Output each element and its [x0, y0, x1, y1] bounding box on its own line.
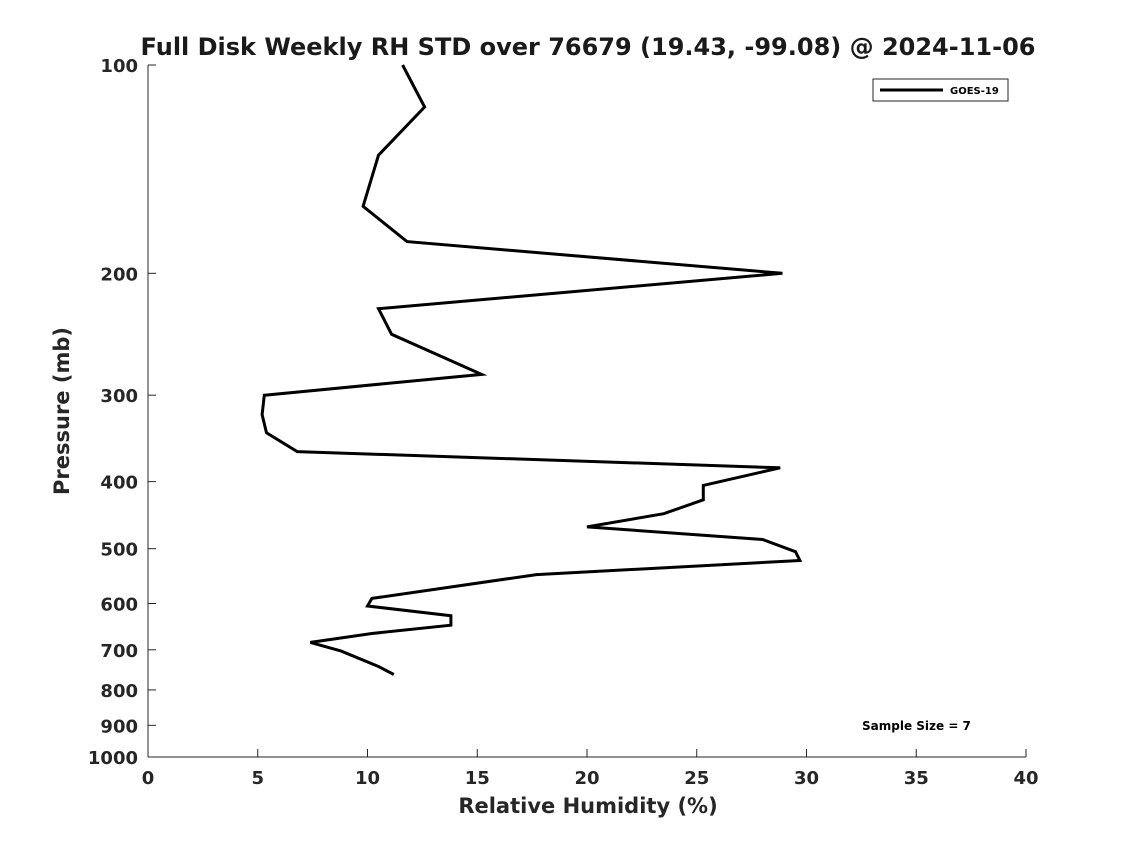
- series-line-goes-19: [260, 64, 803, 676]
- legend-entry-goes-19: GOES-19: [950, 86, 999, 97]
- y-tick-label: 400: [100, 473, 138, 494]
- legend: GOES-19: [872, 78, 1009, 102]
- x-tick-label: 20: [574, 768, 599, 789]
- y-axis-label: Pressure (mb): [50, 327, 74, 495]
- x-tick-label: 15: [465, 768, 490, 789]
- y-tick-label: 700: [100, 641, 138, 662]
- chart-title: Full Disk Weekly RH STD over 76679 (19.4…: [141, 33, 1036, 61]
- x-tick-label: 40: [1013, 768, 1038, 789]
- x-ticks: 0 5 10 15 20 25 30 35 40: [142, 749, 1039, 789]
- sample-size-annotation: Sample Size = 7: [862, 719, 971, 733]
- y-tick-label: 600: [100, 594, 138, 615]
- series-layer: [260, 64, 803, 676]
- y-tick-label: 300: [100, 386, 138, 407]
- x-tick-label: 0: [142, 768, 155, 789]
- y-tick-label: 200: [100, 264, 138, 285]
- x-tick-label: 25: [684, 768, 709, 789]
- x-tick-label: 30: [794, 768, 819, 789]
- axes: [147, 65, 1026, 758]
- x-tick-label: 35: [904, 768, 929, 789]
- x-tick-label: 10: [355, 768, 380, 789]
- y-tick-label: 800: [100, 681, 138, 702]
- x-axis-label: Relative Humidity (%): [458, 794, 717, 818]
- y-tick-label: 100: [100, 56, 138, 77]
- y-tick-label: 900: [100, 716, 138, 737]
- y-tick-label: 1000: [88, 748, 138, 769]
- y-ticks: 100 200 300 400 500 600 700 800 900 1000: [88, 56, 156, 769]
- x-tick-label: 5: [251, 768, 264, 789]
- y-tick-label: 500: [100, 540, 138, 561]
